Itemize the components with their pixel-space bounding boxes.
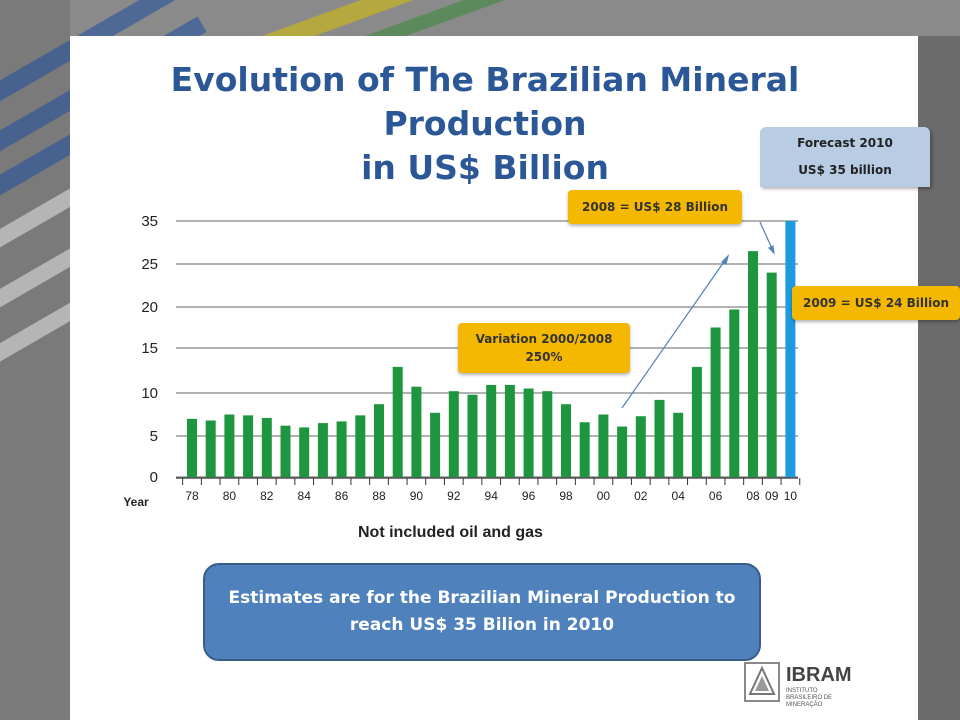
bar (486, 384, 497, 477)
bar (392, 366, 403, 477)
y-tick-label: 0 (150, 469, 158, 486)
y-tick-label: 25 (141, 256, 158, 273)
x-tick-labels: 78 80 82 84 86 88 90 92 94 96 98 00 02 04 06 08 09 10 (185, 489, 797, 503)
bar (710, 327, 721, 477)
logo-mark-icon (744, 662, 780, 702)
page-title: Evolution of The Brazilian Mineral Produ… (70, 58, 900, 190)
x-tick-label: 84 (298, 489, 312, 503)
estimate-box: Estimates are for the Brazilian Mineral … (203, 563, 761, 661)
bar (205, 420, 216, 477)
bar (561, 404, 571, 477)
bar (448, 391, 459, 477)
bar (617, 426, 628, 477)
bar (691, 366, 702, 477)
x-axis-label: Year (123, 495, 149, 509)
bar (654, 399, 665, 477)
x-tick-label: 80 (223, 489, 237, 503)
x-tick-label: 04 (672, 489, 686, 503)
logo-name: IBRAM (786, 664, 852, 686)
bar (243, 415, 254, 477)
bar (785, 221, 796, 477)
bar (542, 391, 553, 477)
bar (729, 309, 740, 477)
x-tick-label: 10 (784, 489, 798, 503)
ibram-logo: IBRAM INSTITUTO BRASILEIRO DE MINERAÇÃO (744, 662, 854, 712)
bar (673, 412, 684, 477)
bar (374, 404, 384, 477)
bar (187, 418, 197, 477)
x-tick-label: 78 (185, 489, 199, 503)
variation-line-1: Variation 2000/2008 (475, 332, 613, 346)
logo-subtitle: INSTITUTO BRASILEIRO DE MINERAÇÃO (786, 688, 833, 708)
bar (299, 427, 310, 477)
x-tick-label: 92 (447, 489, 461, 503)
bar (280, 425, 291, 477)
forecast-line-2: US$ 35 billion (798, 163, 892, 177)
arrows (621, 221, 775, 409)
x-tick-label: 94 (485, 489, 499, 503)
x-tick-label: 09 (765, 489, 779, 503)
bar (467, 394, 478, 477)
forecast-arrow-head (767, 245, 775, 255)
forecast-callout: Forecast 2010 US$ 35 billion (760, 127, 930, 187)
title-line-1: Evolution of The Brazilian Mineral Produ… (170, 60, 800, 143)
chart-note: Not included oil and gas (358, 524, 543, 541)
y-tick-label: 20 (141, 299, 158, 316)
y-tick-label: 15 (141, 340, 158, 357)
y-tick-label: 10 (141, 385, 158, 402)
growth-arrow (621, 255, 729, 409)
x-tick-label: 82 (260, 489, 274, 503)
bar (766, 272, 777, 477)
bar (598, 414, 609, 477)
y-tick-labels: 0 5 10 15 20 25 35 (141, 213, 158, 486)
bar (430, 412, 441, 477)
estimate-line-1: Estimates are for the Brazilian Mineral … (228, 588, 736, 608)
bar (523, 388, 534, 477)
x-tick-label: 88 (372, 489, 386, 503)
bar (635, 416, 646, 477)
bar (224, 414, 235, 477)
x-tick-label: 90 (410, 489, 424, 503)
x-axis (176, 477, 801, 485)
bars (187, 221, 796, 477)
bar (411, 386, 422, 477)
bar (336, 421, 347, 477)
estimate-line-2: reach US$ 35 Bilion in 2010 (349, 615, 615, 635)
x-tick-label: 06 (709, 489, 723, 503)
x-tick-label: 08 (746, 489, 760, 503)
bar (261, 417, 272, 477)
x-tick-label: 86 (335, 489, 349, 503)
callout-2009: 2009 = US$ 24 Billion (792, 286, 960, 320)
variation-line-2: 250% (525, 350, 563, 364)
title-line-2: in US$ Billion (361, 148, 609, 187)
bar (355, 415, 366, 477)
bar (748, 251, 758, 477)
bar (317, 423, 328, 477)
variation-callout: Variation 2000/2008 250% (458, 323, 630, 373)
x-tick-label: 98 (559, 489, 573, 503)
x-tick-label: 02 (634, 489, 648, 503)
bar (579, 422, 590, 477)
bar (504, 384, 515, 477)
y-tick-label: 5 (150, 428, 158, 445)
forecast-line-1: Forecast 2010 (797, 136, 893, 150)
y-tick-label: 35 (141, 213, 158, 230)
x-tick-label: 96 (522, 489, 536, 503)
x-tick-label: 00 (597, 489, 611, 503)
callout-2008: 2008 = US$ 28 Billion (568, 190, 742, 224)
growth-arrow-head (720, 254, 730, 265)
